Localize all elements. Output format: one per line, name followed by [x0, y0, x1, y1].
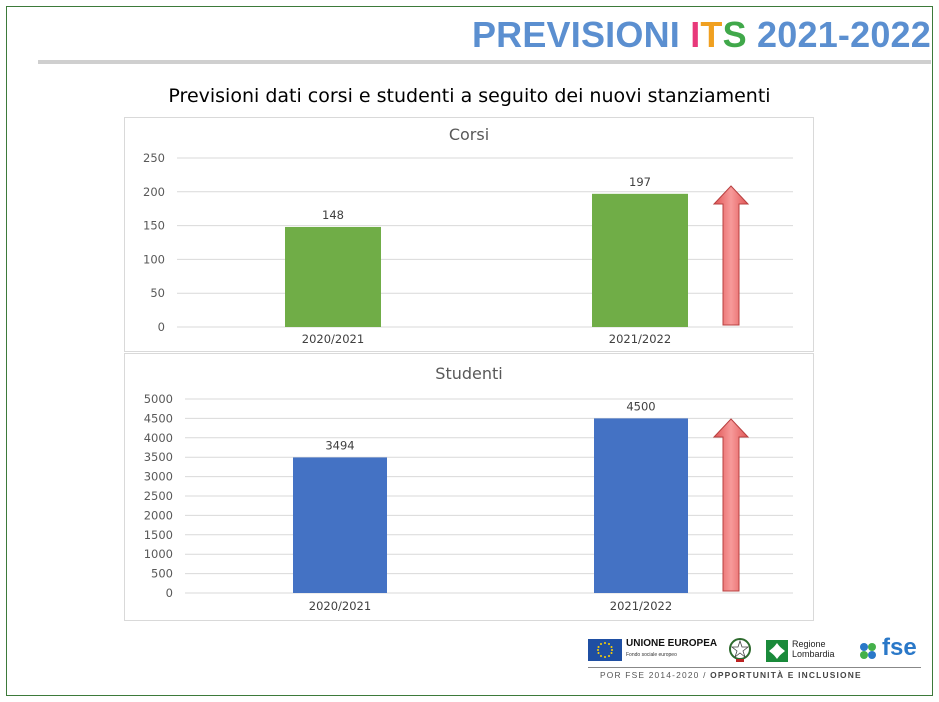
y-tick-label: 0 — [166, 586, 173, 600]
bar — [592, 193, 688, 327]
chart-title: Studenti — [435, 364, 502, 383]
chart-title: Corsi — [449, 125, 489, 144]
fse-label: fse — [882, 634, 917, 661]
up-arrow-icon — [712, 418, 750, 592]
title-letter-s: S — [722, 14, 747, 55]
subtitle: Previsioni dati corsi e studenti a segui… — [168, 85, 771, 107]
data-label: 148 — [322, 208, 344, 222]
data-label: 3494 — [325, 438, 354, 452]
title-part1: PREVISIONI — [471, 14, 691, 55]
lombardia-logo-icon — [766, 640, 788, 662]
eu-flag-icon — [588, 639, 622, 661]
lombardia-label: Regione Lombardia — [792, 639, 835, 659]
title-divider — [38, 60, 931, 64]
eu-sublabel: Fondo sociale europeo — [626, 652, 677, 658]
footer-divider — [588, 667, 921, 668]
category-label: 2020/2021 — [309, 599, 371, 613]
y-tick-label: 3000 — [144, 470, 173, 484]
chart-corsi: Corsi 0 50 100 150 200 250 148 2020/2021 197 2021/… — [143, 125, 793, 346]
y-tick-label: 0 — [158, 320, 165, 334]
program-tagline: OPPORTUNITÀ E INCLUSIONE — [710, 670, 862, 680]
slide-frame — [6, 6, 933, 696]
footer-logos: UNIONE EUROPEA Fondo sociale europeo Reg… — [588, 634, 923, 666]
y-tick-label: 100 — [143, 252, 165, 266]
eu-label: UNIONE EUROPEA — [626, 638, 718, 649]
y-tick-label: 4500 — [144, 411, 173, 425]
bar — [594, 418, 688, 593]
y-tick-label: 3500 — [144, 450, 173, 464]
category-label: 2021/2022 — [609, 332, 671, 346]
data-label: 4500 — [626, 399, 655, 413]
category-label: 2021/2022 — [610, 599, 672, 613]
y-tick-label: 2500 — [144, 489, 173, 503]
program-name: POR FSE 2014-2020 / — [600, 670, 711, 680]
page-title: PREVISIONI ITS 2021-2022 — [472, 14, 931, 56]
y-tick-label: 200 — [143, 185, 165, 199]
bar — [293, 457, 387, 593]
category-label: 2020/2021 — [302, 332, 364, 346]
y-tick-label: 5000 — [144, 392, 173, 406]
y-tick-label: 50 — [150, 286, 165, 300]
chart-panel-studenti: Studenti 0 500 1000 1500 2000 2500 3000 3500 4000… — [124, 353, 814, 621]
title-part2: 2021-2022 — [746, 14, 931, 55]
y-tick-label: 2000 — [144, 508, 173, 522]
bar — [285, 226, 381, 327]
y-tick-label: 250 — [143, 151, 165, 165]
y-tick-label: 1500 — [144, 528, 173, 542]
chart-studenti: Studenti 0 500 1000 1500 2000 2500 3000 3500 4000… — [144, 364, 793, 613]
fse-logo-icon — [856, 639, 880, 663]
y-tick-label: 1000 — [144, 547, 173, 561]
y-tick-label: 500 — [151, 567, 173, 581]
italian-emblem-icon — [728, 636, 752, 664]
y-tick-label: 150 — [143, 219, 165, 233]
title-letter-i: I — [690, 14, 701, 55]
up-arrow-icon — [712, 185, 750, 326]
data-label: 197 — [629, 175, 651, 189]
lombardia-line1: Regione — [792, 639, 826, 649]
chart-panel-corsi: Corsi 0 50 100 150 200 250 148 2020/2021 197 2021/… — [124, 117, 814, 352]
y-tick-label: 4000 — [144, 431, 173, 445]
title-letter-t: T — [700, 14, 723, 55]
footer-program: POR FSE 2014-2020 / OPPORTUNITÀ E INCLUS… — [600, 670, 920, 680]
lombardia-line2: Lombardia — [792, 649, 835, 659]
